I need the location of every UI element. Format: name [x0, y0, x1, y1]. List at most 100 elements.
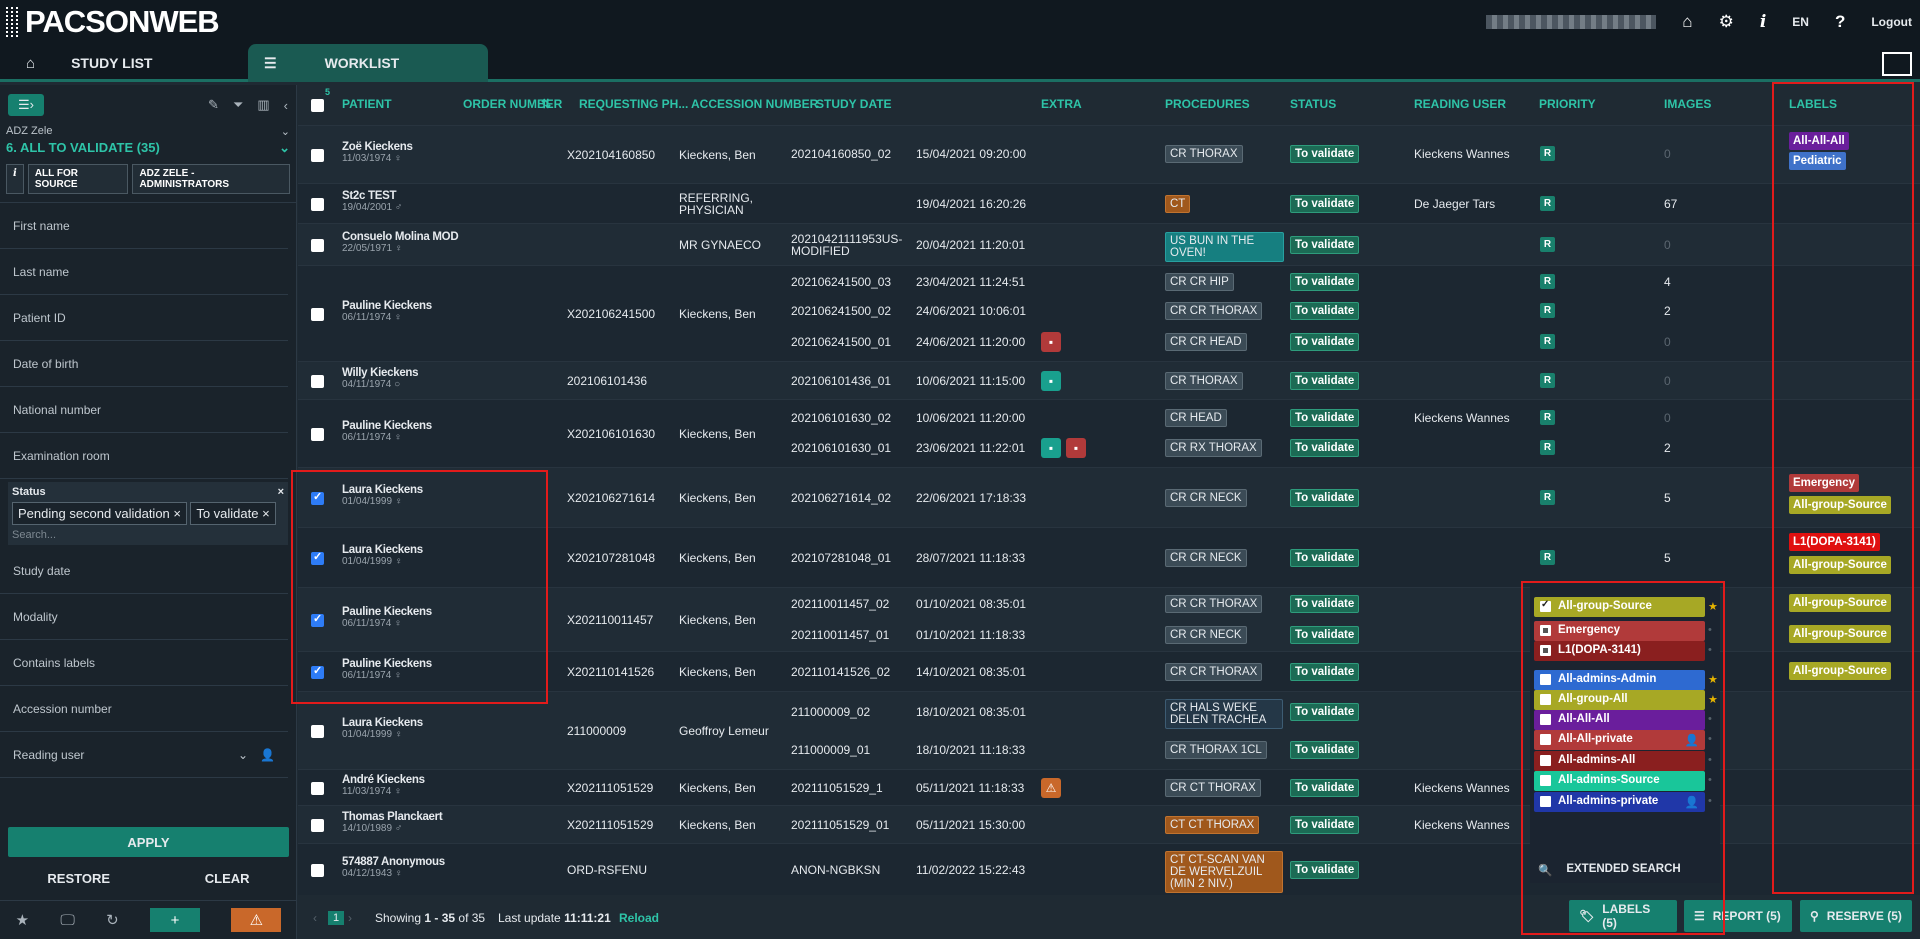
row-checkbox[interactable] — [311, 308, 324, 321]
warning-icon[interactable]: ⚠ — [231, 908, 282, 932]
columns-icon[interactable]: ▥ — [257, 97, 270, 112]
restore-button[interactable]: RESTORE — [47, 871, 110, 886]
dot-icon[interactable]: • — [1708, 754, 1712, 766]
procedure-tag[interactable]: CT — [1165, 195, 1191, 213]
label-tag[interactable]: Pediatric — [1789, 152, 1846, 170]
chevron-down-icon[interactable]: ⌄ — [237, 747, 249, 762]
filter-field-reading-user[interactable]: Reading user ⌄ 👤 — [0, 732, 288, 778]
star-icon[interactable]: ★ — [1708, 601, 1718, 613]
dot-icon[interactable]: • — [1708, 795, 1712, 807]
sort-icon[interactable]: ⇅ — [541, 97, 552, 111]
label-tag[interactable]: All-group-Source — [1789, 662, 1891, 680]
select-all-checkbox[interactable] — [311, 99, 324, 112]
patient-cell[interactable]: Pauline Kieckens 06/11/1974 ♀ — [342, 606, 432, 629]
procedure-tag[interactable]: CR CR THORAX — [1165, 595, 1263, 613]
label-tag[interactable]: All-group-Source — [1789, 594, 1891, 612]
extended-search-button[interactable]: 🔍 EXTENDED SEARCH — [1538, 863, 1681, 877]
row-checkbox[interactable] — [311, 612, 324, 627]
language-selector[interactable]: EN — [1792, 15, 1809, 29]
filter-field-national-number[interactable]: National number — [0, 387, 288, 433]
procedure-tag[interactable]: CR HEAD — [1165, 409, 1227, 427]
row-checkbox[interactable] — [311, 864, 324, 877]
label-option[interactable]: All-All-private 👤 — [1534, 730, 1705, 750]
label-option-checkbox[interactable] — [1540, 796, 1551, 807]
patient-cell[interactable]: Pauline Kieckens 06/11/1974 ♀ — [342, 300, 432, 323]
row-checkbox[interactable] — [311, 375, 324, 388]
clear-button[interactable]: CLEAR — [204, 871, 250, 886]
logout-link[interactable]: Logout — [1871, 15, 1912, 29]
status-filter[interactable]: Status × Pending second validation × To v… — [8, 482, 288, 545]
filter-icon[interactable]: ⏷ — [232, 97, 244, 112]
labels-button[interactable]: 🏷 LABELS (5) — [1569, 900, 1677, 932]
table-row[interactable]: St2c TEST 19/04/2001 ♂ REFERRING, PHYSICIA… — [298, 183, 1920, 223]
label-option[interactable]: All-admins-private 👤 — [1534, 792, 1705, 812]
close-icon[interactable]: × — [277, 486, 284, 498]
procedure-tag[interactable]: CR CR HEAD — [1165, 333, 1247, 351]
monitor-icon[interactable]: 🖵 — [60, 911, 75, 929]
patient-cell[interactable]: 574887 Anonymous 04/12/1943 ♀ — [342, 856, 445, 879]
reload-link[interactable]: Reload — [619, 911, 660, 925]
info-icon[interactable]: i — [1759, 12, 1767, 32]
filter-field-study-date[interactable]: Study date — [0, 548, 288, 594]
home-icon[interactable]: ⌂ — [1682, 12, 1693, 31]
label-option-checkbox[interactable] — [1540, 599, 1551, 612]
patient-cell[interactable]: Laura Kieckens 01/04/1999 ♀ — [342, 544, 423, 567]
label-option[interactable]: L1(DOPA-3141) — [1534, 641, 1705, 661]
page-number[interactable]: 1 — [328, 911, 345, 925]
col-procedures[interactable]: PROCEDURES — [1165, 97, 1250, 111]
procedure-tag[interactable]: CR CR NECK — [1165, 489, 1247, 507]
filter-field-date-of-birth[interactable]: Date of birth — [0, 341, 288, 387]
row-checkbox[interactable] — [311, 239, 324, 252]
reserve-button[interactable]: ⚲ RESERVE (5) — [1800, 900, 1912, 932]
row-checkbox[interactable] — [311, 725, 324, 738]
table-row[interactable]: Consuelo Molina MOD 22/05/1971 ♀ MR GYNAEC… — [298, 223, 1920, 265]
comment-icon[interactable]: ▪ — [1066, 438, 1086, 458]
label-option[interactable]: All-group-All — [1534, 690, 1705, 710]
col-study-date[interactable]: STUDY DATE — [816, 97, 892, 111]
label-option[interactable]: All-All-All — [1534, 710, 1705, 730]
label-tag[interactable]: Emergency — [1789, 474, 1860, 492]
label-option-checkbox[interactable] — [1540, 625, 1551, 636]
info-chip[interactable]: i — [6, 164, 24, 194]
col-labels[interactable]: LABELS — [1789, 97, 1837, 111]
patient-cell[interactable]: Willy Kieckens 04/11/1974 ○ — [342, 367, 419, 390]
label-option[interactable]: Emergency — [1534, 621, 1705, 641]
col-priority[interactable]: PRIORITY — [1539, 97, 1596, 111]
gear-icon[interactable]: ⚙ — [1718, 12, 1734, 31]
tab-worklist[interactable]: ☰ WORKLIST — [248, 44, 488, 82]
row-checkbox[interactable] — [311, 550, 324, 565]
next-page-icon[interactable]: › — [348, 911, 352, 925]
procedure-tag[interactable]: CR CR NECK — [1165, 549, 1247, 567]
row-checkbox[interactable] — [311, 782, 324, 795]
table-row[interactable]: Pauline Kieckens 06/11/1974 ♀ X20210624150… — [298, 265, 1920, 361]
procedure-tag[interactable]: CR THORAX — [1165, 372, 1243, 390]
row-checkbox[interactable] — [311, 819, 324, 832]
col-extra[interactable]: EXTRA — [1041, 97, 1082, 111]
procedure-tag[interactable]: CT CT-SCAN VAN DE WERVELZUIL (MIN 2 NIV.… — [1165, 851, 1283, 893]
row-checkbox[interactable] — [311, 428, 324, 441]
patient-cell[interactable]: St2c TEST 19/04/2001 ♂ — [342, 190, 402, 213]
col-patient[interactable]: PATIENT — [342, 97, 392, 111]
label-option-checkbox[interactable] — [1540, 674, 1551, 685]
filter-field-last-name[interactable]: Last name — [0, 249, 288, 295]
patient-cell[interactable]: Zoë Kieckens 11/03/1974 ♀ — [342, 141, 413, 164]
worklist-source[interactable]: ADZ Zele ⌄ — [0, 125, 296, 138]
comment-icon[interactable]: ▪ — [1041, 371, 1061, 391]
refresh-icon[interactable]: ↻ — [106, 912, 119, 929]
patient-cell[interactable]: Thomas Planckaert 14/10/1989 ♂ — [342, 811, 443, 834]
label-tag[interactable]: All-group-Source — [1789, 625, 1891, 643]
table-row[interactable]: Willy Kieckens 04/11/1974 ○ 202106101436 20… — [298, 361, 1920, 399]
worklist-menu-button[interactable]: ☰› — [8, 94, 44, 116]
patient-cell[interactable]: Pauline Kieckens 06/11/1974 ♀ — [342, 658, 432, 681]
label-option-checkbox[interactable] — [1540, 755, 1551, 766]
patient-cell[interactable]: Pauline Kieckens 06/11/1974 ♀ — [342, 420, 432, 443]
col-accession[interactable]: ACCESSION NUMBER — [691, 97, 819, 111]
prev-page-icon[interactable]: ‹ — [313, 911, 317, 925]
star-icon[interactable]: ★ — [15, 912, 30, 929]
dot-icon[interactable]: • — [1708, 644, 1712, 656]
col-status[interactable]: STATUS — [1290, 97, 1337, 111]
patient-cell[interactable]: André Kieckens 11/03/1974 ♀ — [342, 774, 425, 797]
procedure-tag[interactable]: CT CT THORAX — [1165, 816, 1260, 834]
label-option-checkbox[interactable] — [1540, 645, 1551, 656]
